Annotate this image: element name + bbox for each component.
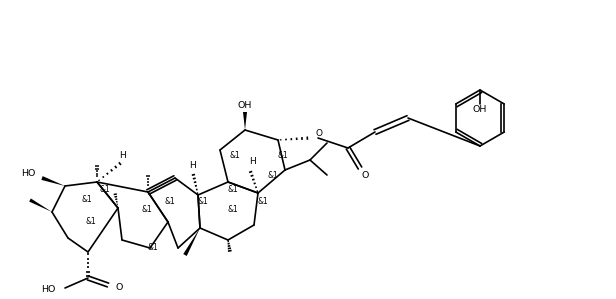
Text: OH: OH (238, 100, 252, 109)
Text: HO: HO (20, 169, 35, 178)
Polygon shape (183, 228, 200, 256)
Text: &1: &1 (148, 243, 159, 252)
Polygon shape (41, 176, 65, 186)
Text: &1: &1 (228, 205, 239, 214)
Text: &1: &1 (228, 185, 239, 195)
Text: &1: &1 (85, 217, 95, 227)
Polygon shape (29, 199, 52, 212)
Text: H: H (119, 150, 126, 159)
Polygon shape (243, 112, 247, 130)
Text: &1: &1 (268, 170, 279, 179)
Text: HO: HO (42, 286, 56, 295)
Text: O: O (115, 283, 123, 292)
Text: &1: &1 (100, 185, 111, 195)
Text: &1: &1 (258, 198, 269, 207)
Text: H: H (249, 158, 256, 167)
Text: &1: &1 (278, 150, 289, 159)
Text: O: O (315, 129, 322, 138)
Text: H: H (190, 161, 197, 170)
Text: &1: &1 (230, 150, 241, 159)
Text: &1: &1 (164, 198, 175, 207)
Text: &1: &1 (198, 198, 209, 207)
Text: OH: OH (473, 106, 487, 115)
Text: &1: &1 (142, 205, 153, 214)
Text: O: O (362, 170, 370, 179)
Text: &1: &1 (82, 196, 93, 205)
